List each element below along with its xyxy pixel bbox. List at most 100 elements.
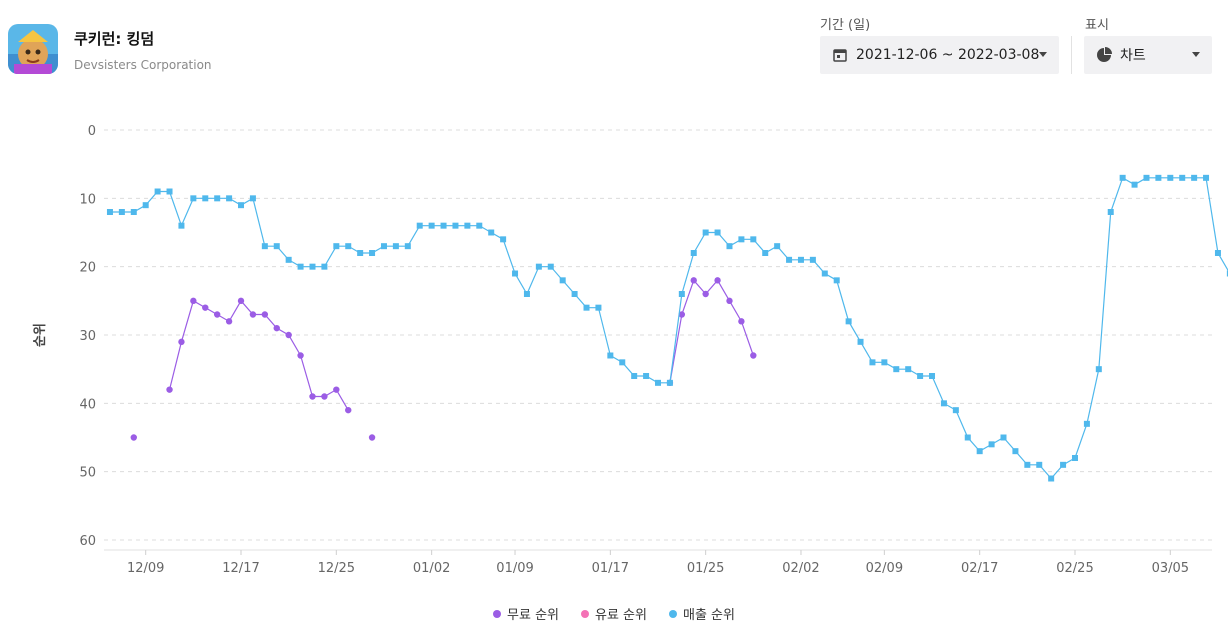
data-point (1071, 455, 1078, 461)
data-point (786, 256, 793, 263)
data-point (368, 434, 376, 441)
data-point (178, 338, 185, 346)
data-point (1107, 209, 1114, 215)
y-axis-label: 순위 (33, 323, 48, 347)
data-point (345, 243, 352, 250)
x-tick-label: 02/02 (782, 561, 819, 576)
data-point (631, 373, 638, 379)
data-point (118, 209, 125, 215)
data-point (762, 250, 769, 256)
data-point (917, 373, 924, 379)
data-point (1119, 174, 1126, 181)
data-point (380, 243, 387, 250)
data-point (285, 331, 292, 339)
data-point (512, 270, 519, 277)
data-point (559, 277, 566, 284)
data-point (940, 400, 947, 407)
data-point (952, 407, 959, 414)
data-point (106, 209, 113, 215)
legend-label: 매출 순위 (682, 608, 735, 623)
legend-label: 무료 순위 (507, 608, 559, 623)
control-divider (1071, 36, 1072, 74)
data-point (738, 236, 745, 243)
chart-legend: 무료 순위 유료 순위 매출 순위 (0, 604, 1228, 623)
period-value: 2021-12-06 ~ 2022-03-08 (856, 47, 1040, 63)
data-point (452, 222, 459, 229)
data-point (1143, 174, 1150, 181)
data-point (237, 297, 245, 305)
data-point (404, 243, 411, 250)
data-point (583, 304, 590, 311)
data-point (225, 318, 233, 325)
data-point (964, 434, 971, 441)
y-tick-label: 0 (88, 124, 96, 139)
data-point (1000, 434, 1007, 441)
data-point (690, 250, 697, 256)
x-tick-label: 02/17 (961, 561, 998, 576)
data-point (309, 263, 316, 270)
display-select[interactable]: 차트 (1084, 36, 1212, 74)
data-point (976, 448, 983, 455)
x-tick-label: 02/09 (866, 561, 903, 576)
data-point (202, 195, 209, 202)
pie-chart-icon (1097, 47, 1112, 62)
legend-dot (493, 609, 502, 618)
data-point (678, 291, 685, 297)
legend-item-revenue[interactable]: 매출 순위 (668, 604, 735, 623)
data-point (1131, 181, 1138, 188)
x-tick-label: 01/17 (592, 561, 629, 576)
data-point (1191, 174, 1198, 181)
data-point (726, 297, 733, 305)
data-point (714, 277, 721, 284)
data-point (643, 373, 650, 379)
data-point (726, 243, 733, 250)
data-point (238, 202, 245, 209)
data-point (750, 352, 757, 359)
app-name: 쿠키런: 킹덤 (74, 30, 155, 48)
period-select[interactable]: 2021-12-06 ~ 2022-03-08 (820, 36, 1059, 74)
data-point (261, 311, 269, 318)
chevron-down-icon (1192, 52, 1200, 57)
data-point (988, 441, 995, 448)
x-tick-label: 12/09 (127, 561, 164, 576)
data-point (178, 222, 185, 229)
data-point (857, 338, 864, 345)
data-point (190, 195, 197, 202)
data-point (797, 256, 804, 263)
legend-item-free[interactable]: 무료 순위 (493, 604, 559, 623)
display-value: 차트 (1120, 48, 1146, 64)
data-point (750, 236, 757, 243)
data-point (666, 379, 673, 386)
data-point (702, 290, 709, 298)
data-point (905, 366, 912, 373)
data-point (213, 311, 221, 318)
data-point (476, 222, 483, 229)
data-point (321, 393, 328, 400)
y-tick-label: 10 (79, 192, 96, 207)
data-point (214, 195, 221, 202)
data-point (607, 352, 614, 359)
data-point (190, 297, 197, 305)
y-tick-label: 60 (79, 534, 96, 549)
data-point (535, 263, 542, 270)
data-point (392, 243, 399, 250)
data-point (655, 379, 661, 386)
y-tick-label: 50 (79, 466, 96, 481)
data-point (357, 250, 364, 256)
data-point (547, 263, 554, 270)
x-tick-label: 01/09 (496, 561, 533, 576)
y-tick-label: 40 (79, 397, 96, 412)
data-point (309, 393, 316, 400)
data-point (464, 222, 471, 229)
x-tick-label: 03/05 (1152, 561, 1189, 576)
data-point (416, 222, 423, 229)
legend-item-paid[interactable]: 유료 순위 (581, 604, 647, 623)
data-point (1214, 250, 1221, 256)
data-point (1048, 475, 1055, 482)
data-point (369, 250, 376, 256)
data-point (202, 304, 209, 311)
data-point (166, 188, 173, 195)
data-point (1203, 174, 1210, 181)
data-point (1036, 461, 1043, 468)
data-point (333, 386, 340, 393)
